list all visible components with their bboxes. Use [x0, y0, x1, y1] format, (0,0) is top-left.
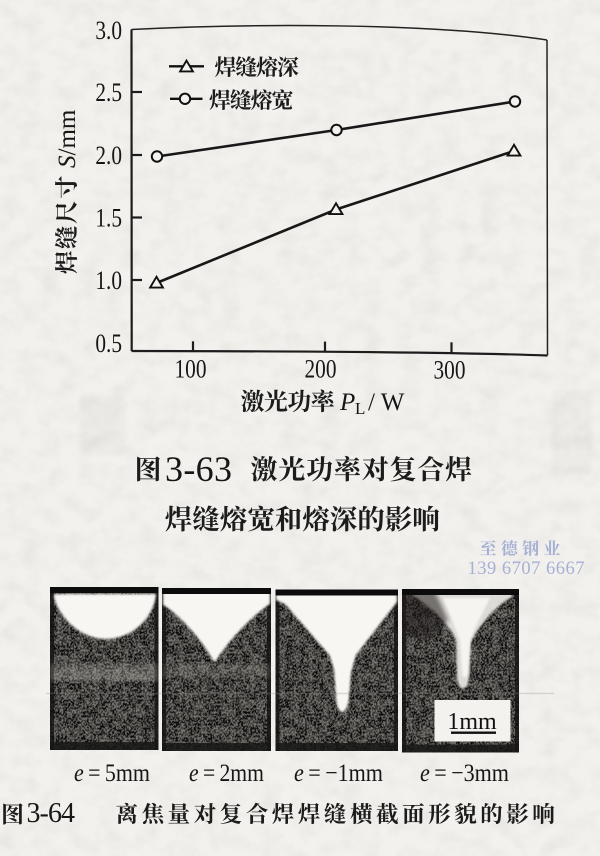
svg-text:139 6707 6667: 139 6707 6667 [468, 559, 586, 579]
svg-text:1.5: 1.5 [95, 204, 122, 232]
svg-text:100: 100 [175, 356, 207, 384]
svg-text:S/mm: S/mm [54, 109, 81, 168]
svg-text:/ W: / W [368, 389, 405, 416]
svg-text:L: L [355, 399, 365, 418]
svg-text:e = −1mm: e = −1mm [294, 760, 383, 787]
svg-text:300: 300 [434, 357, 466, 385]
svg-text:e = 5mm: e = 5mm [74, 760, 150, 787]
svg-text:P: P [339, 389, 355, 416]
svg-text:0.5: 0.5 [95, 330, 122, 358]
svg-text:3-64: 3-64 [27, 798, 76, 829]
svg-text:e = −3mm: e = −3mm [420, 760, 509, 787]
svg-text:1.0: 1.0 [95, 267, 122, 295]
svg-text:200: 200 [305, 356, 337, 384]
svg-text:1mm: 1mm [447, 709, 497, 735]
svg-text:2.0: 2.0 [95, 142, 122, 170]
svg-text:3.0: 3.0 [95, 17, 122, 45]
svg-text:2.5: 2.5 [95, 79, 122, 107]
svg-text:e = 2mm: e = 2mm [189, 760, 264, 787]
svg-text:3-63: 3-63 [165, 449, 232, 489]
